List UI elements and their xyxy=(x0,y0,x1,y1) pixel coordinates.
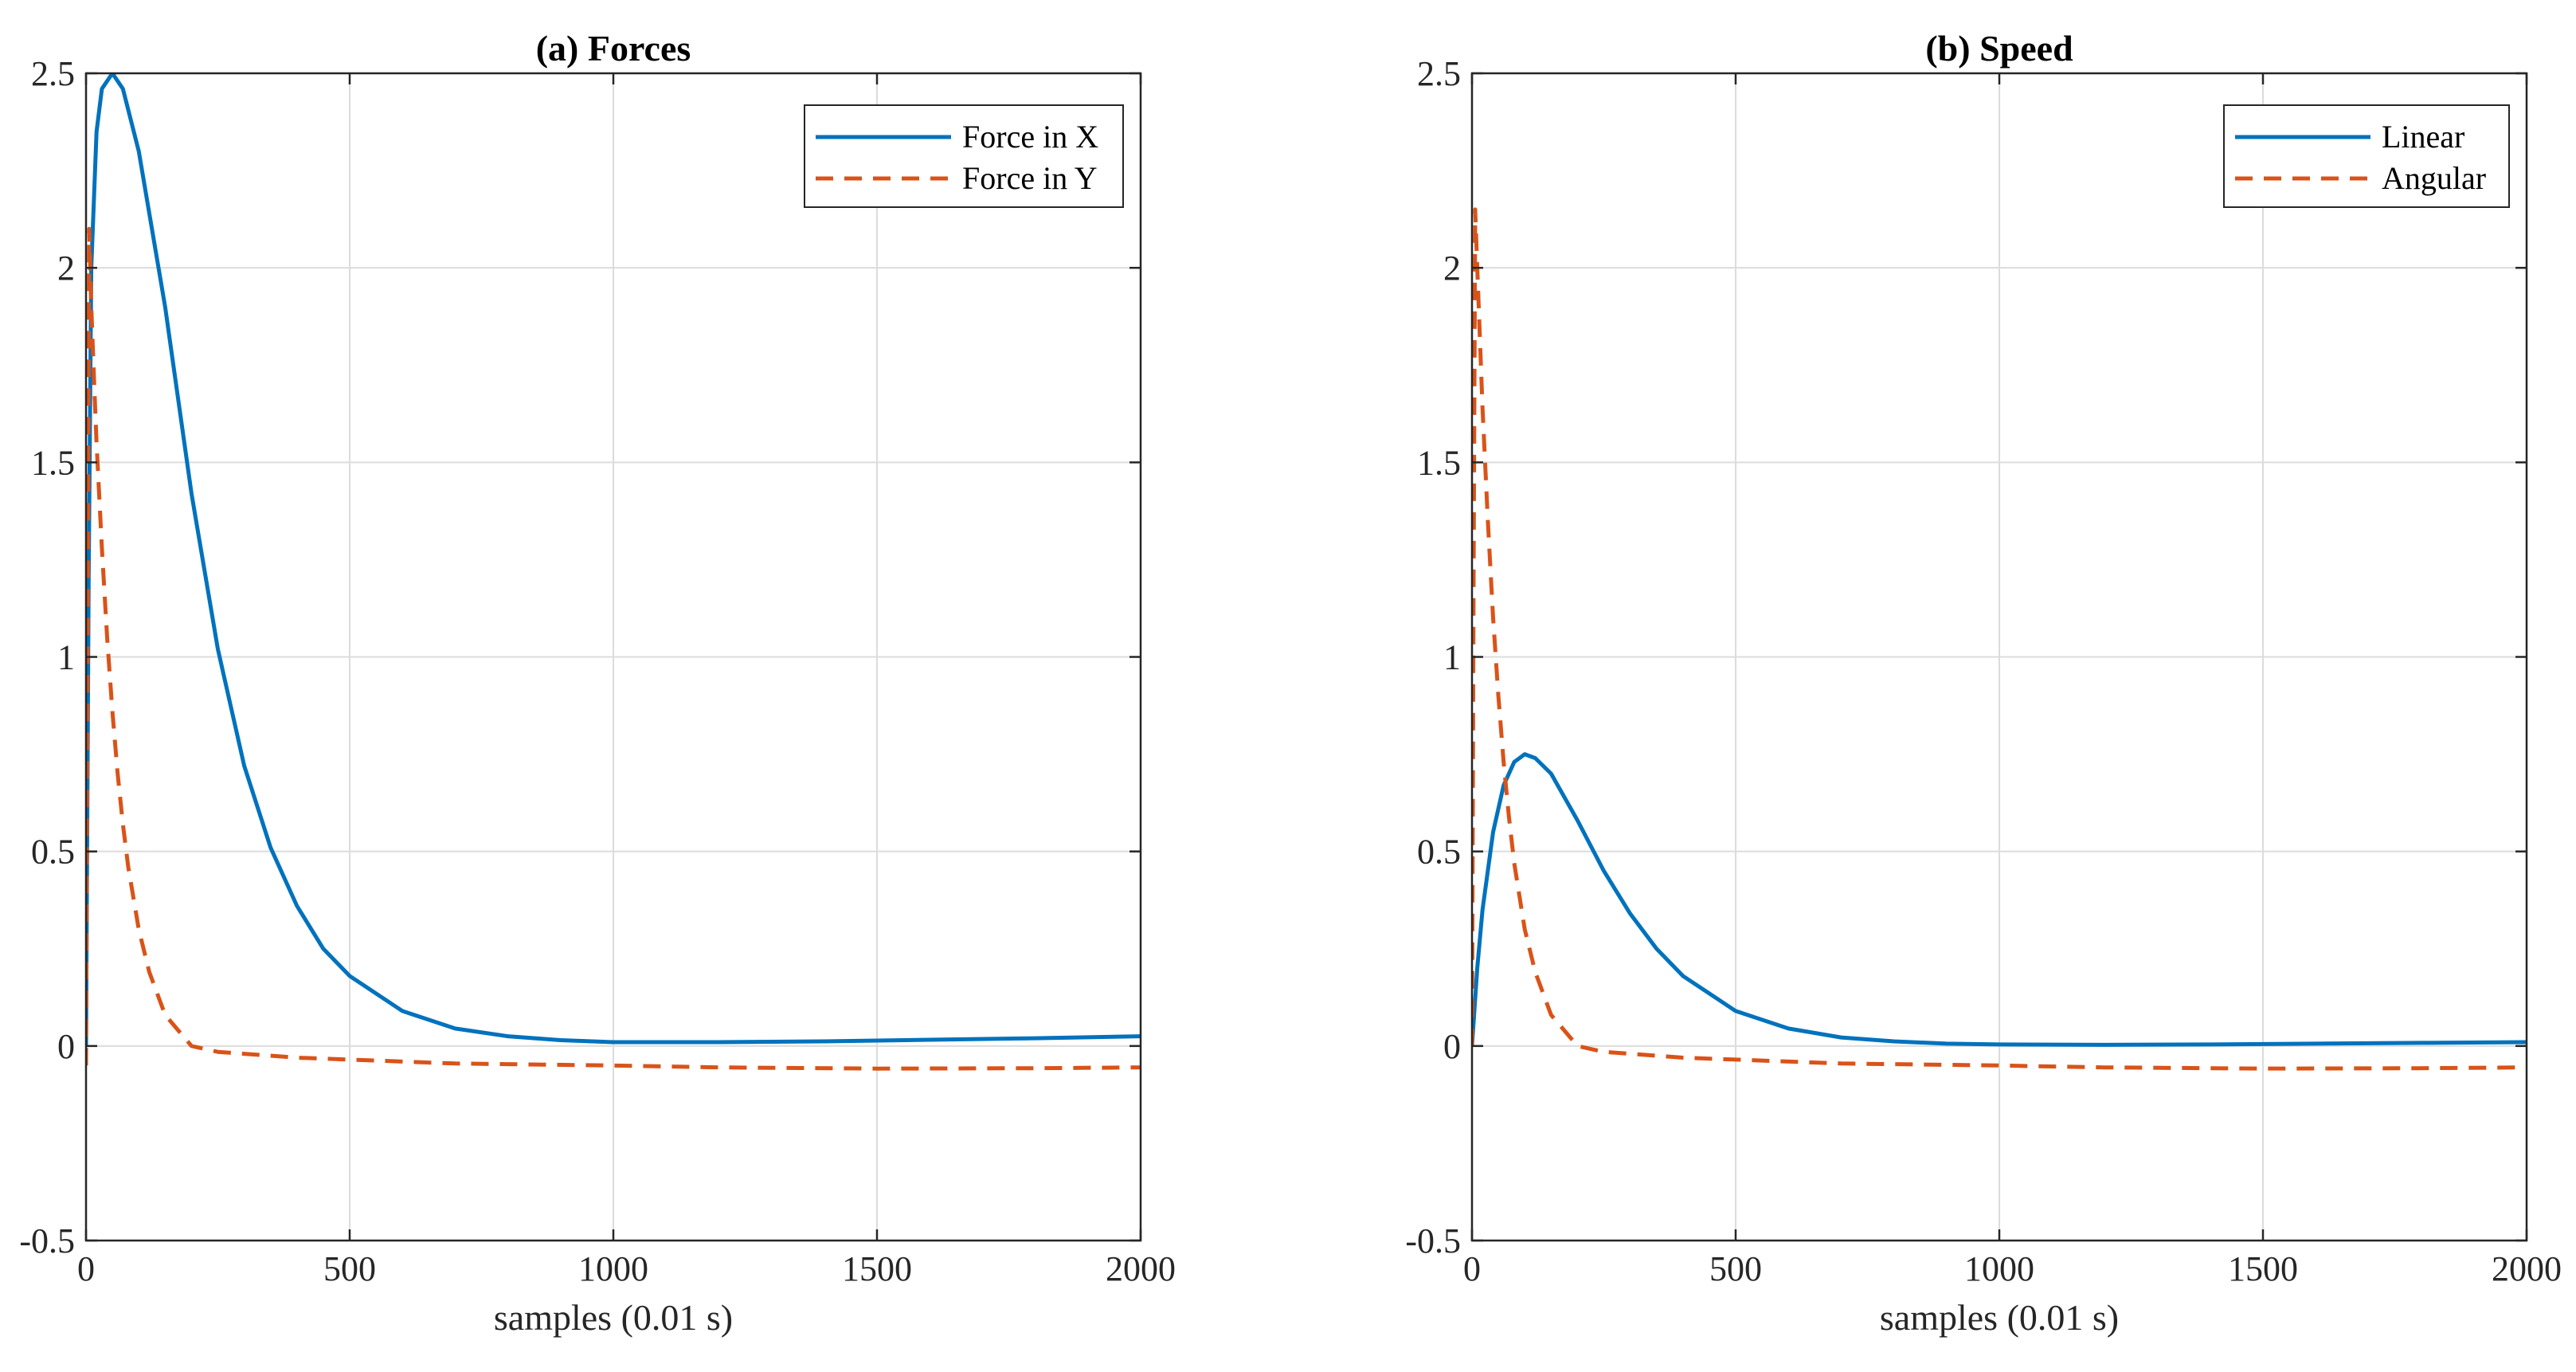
speed-y-tick-label: 2.5 xyxy=(1417,54,1461,93)
speed-y-tick-label: 2 xyxy=(1443,249,1461,288)
forces-panel: 0 500 1000 1500 2000-0.500.511.522.5(a) Forc… xyxy=(19,28,1176,1338)
forces-x-tick-label: 0 xyxy=(77,1249,95,1288)
speed-x-tick-label: 1500 xyxy=(2228,1249,2298,1288)
forces-y-tick-label: -0.5 xyxy=(19,1221,75,1260)
speed-legend-label: Linear xyxy=(2382,119,2464,155)
speed-x-tick-label: 1000 xyxy=(1964,1249,2034,1288)
forces-x-tick-label: 2000 xyxy=(1106,1249,1176,1288)
forces-y-tick-label: 2 xyxy=(57,249,75,288)
forces-y-tick-label: 1.5 xyxy=(31,443,75,482)
speed-legend-label: Angular xyxy=(2382,160,2486,196)
speed-x-tick-label: 2000 xyxy=(2492,1249,2562,1288)
speed-y-tick-label: -0.5 xyxy=(1405,1221,1461,1260)
forces-legend-box xyxy=(804,104,1124,208)
forces-series-force-in-x-line xyxy=(86,73,1141,1046)
speed-series-linear-line xyxy=(1472,752,2527,1047)
speed-series-angular-line xyxy=(1472,207,2527,1071)
speed-panel: 0 500 1000 1500 2000-0.500.511.522.5(b) Spee… xyxy=(1405,28,2562,1338)
forces-legend-label: Force in X xyxy=(962,119,1098,155)
forces-legend: Force in X Force in Y xyxy=(804,104,1124,208)
speed-x-tick-label: 500 xyxy=(1709,1249,1762,1288)
forces-y-tick-label: 2.5 xyxy=(31,54,75,93)
speed-x-axis-label: samples (0.01 s) xyxy=(1880,1297,2119,1338)
forces-chart-title: (a) Forces xyxy=(536,28,691,69)
speed-y-tick-label: 1.5 xyxy=(1417,443,1461,482)
speed-legend: Linear Angular xyxy=(2223,104,2510,208)
forces-y-tick-label: 0.5 xyxy=(31,833,75,872)
forces-series-force-in-y-line xyxy=(86,226,1141,1071)
speed-y-tick-label: 1 xyxy=(1443,638,1461,677)
speed-x-tick-label: 0 xyxy=(1463,1249,1481,1288)
forces-y-tick-label: 1 xyxy=(57,638,75,677)
speed-y-tick-label: 0.5 xyxy=(1417,833,1461,872)
forces-x-tick-label: 1000 xyxy=(578,1249,648,1288)
speed-legend-box xyxy=(2223,104,2510,208)
forces-x-tick-label: 500 xyxy=(323,1249,376,1288)
forces-legend-label: Force in Y xyxy=(962,160,1098,196)
forces-y-tick-label: 0 xyxy=(57,1027,75,1066)
speed-y-tick-label: 0 xyxy=(1443,1027,1461,1066)
forces-x-axis-label: samples (0.01 s) xyxy=(494,1297,733,1338)
forces-x-tick-label: 1500 xyxy=(842,1249,912,1288)
speed-chart-title: (b) Speed xyxy=(1925,28,2073,69)
